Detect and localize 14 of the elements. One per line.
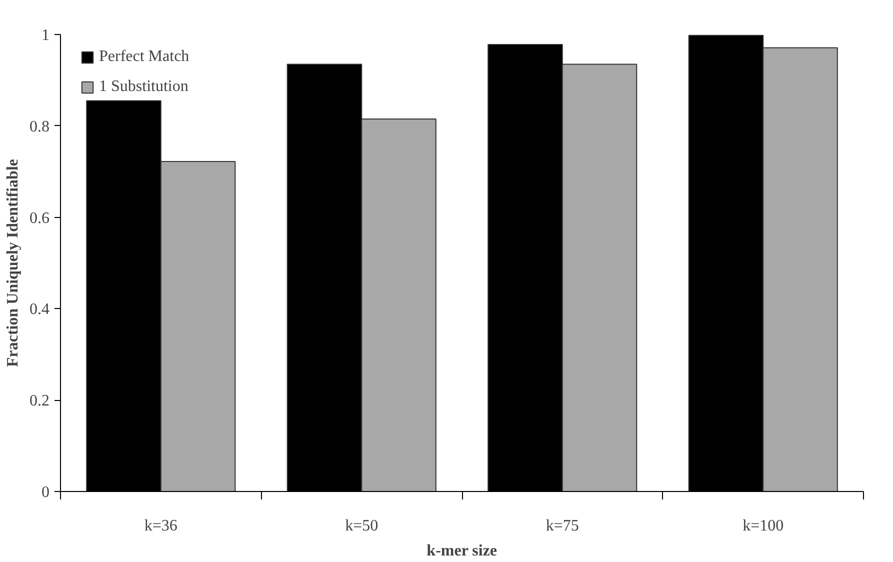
x-tick-label: k=75 — [546, 518, 579, 534]
y-tick-label: 0.2 — [30, 392, 50, 410]
x-tick-label: k=36 — [144, 518, 178, 534]
legend-label: 1 Substitution — [99, 78, 188, 96]
y-tick-label: 0.8 — [30, 118, 50, 136]
x-axis-title: k-mer size — [426, 542, 498, 560]
y-axis-title: Fraction Uniquely Identifiable — [4, 158, 22, 368]
y-tick-label: 0 — [42, 484, 50, 501]
y-tick-label: 0.4 — [30, 301, 50, 318]
y-tick-label: 1 — [42, 27, 50, 44]
legend-label: Perfect Match — [99, 48, 190, 66]
x-tick-label: k=50 — [345, 518, 378, 534]
y-tick-label: 0.6 — [30, 210, 50, 227]
x-tick-label: k=100 — [742, 518, 784, 534]
